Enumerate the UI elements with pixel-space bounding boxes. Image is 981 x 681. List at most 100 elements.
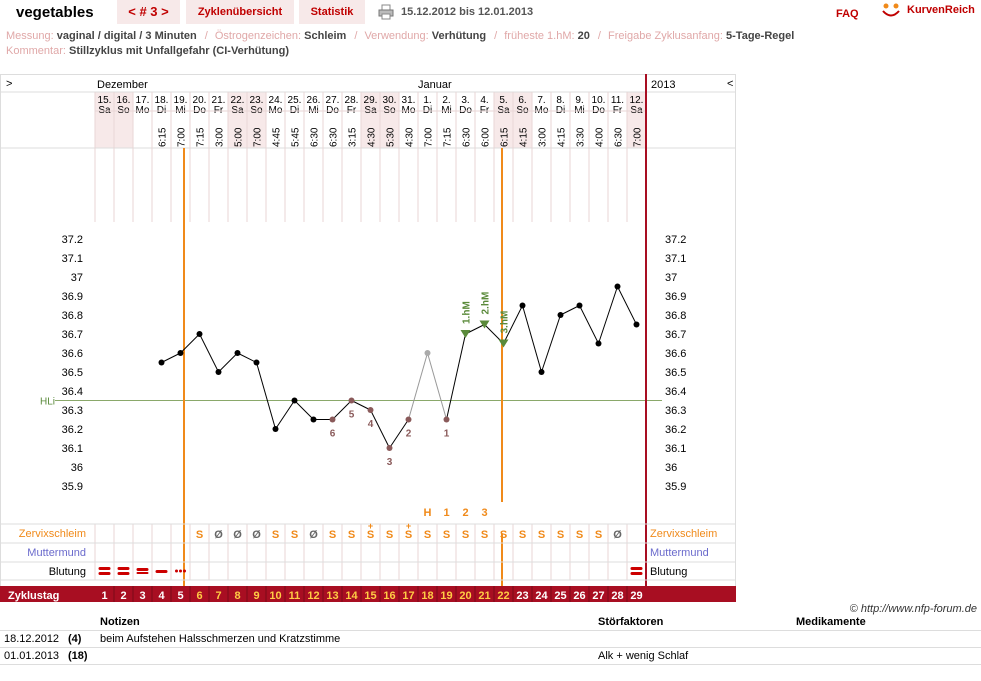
higher-measurement-triangle xyxy=(460,330,471,338)
temp-tick-left: 36.1 xyxy=(62,443,83,455)
cycle-start-label: Freigabe Zyklusanfang: xyxy=(608,30,723,42)
day-date: 2. xyxy=(442,95,450,106)
temp-point xyxy=(538,369,545,375)
temp-tick-left: 37.1 xyxy=(62,253,83,265)
day-date: 3. xyxy=(461,95,469,106)
mucus-symbol: S xyxy=(462,529,469,541)
day-date: 11. xyxy=(611,95,624,106)
day-date: 26. xyxy=(307,95,321,106)
temp-point xyxy=(367,407,374,413)
day-measure-time: 4:45 xyxy=(272,127,283,147)
mucus-symbol: S xyxy=(481,529,488,541)
weekend-shade xyxy=(627,92,646,148)
mucus-symbol: S xyxy=(595,529,602,541)
username: vegetables xyxy=(16,4,94,21)
low-temp-count-label: 1 xyxy=(444,429,450,440)
day-date: 7. xyxy=(537,95,545,106)
row-label-bleeding: Blutung xyxy=(49,566,86,578)
day-measure-time: 6:30 xyxy=(614,127,625,147)
temp-point xyxy=(519,302,526,309)
cycle-day-number: 27 xyxy=(592,590,604,602)
cycle-day-number: 23 xyxy=(516,590,528,602)
weekend-shade xyxy=(114,92,133,148)
mucus-symbol: S xyxy=(424,529,431,541)
temp-tick-left: 36.3 xyxy=(62,405,83,417)
day-date: 23. xyxy=(250,95,264,106)
measurement-label: Messung: xyxy=(6,30,54,42)
notes-header-day xyxy=(64,614,96,631)
temp-tick-left: 36.2 xyxy=(62,424,83,436)
temp-curve-segment xyxy=(579,305,599,344)
cycle-navigator[interactable]: < # 3 > xyxy=(117,0,180,24)
cycle-day-number: 25 xyxy=(554,590,566,602)
day-date: 30. xyxy=(383,95,397,106)
day-date: 6. xyxy=(518,95,526,106)
day-measure-time: 7:00 xyxy=(253,127,264,147)
cycle-day-number: 4 xyxy=(158,590,165,602)
temp-curve-segment xyxy=(275,400,295,430)
day-measure-time: 6:30 xyxy=(329,127,340,147)
higher-measurement-label: 3.hM xyxy=(500,311,511,334)
estrogen-sign-value: Schleim xyxy=(304,30,347,42)
logo-text[interactable]: KurvenReich xyxy=(907,4,975,16)
temp-curve-segment xyxy=(237,352,257,363)
temp-tick-right: 36.7 xyxy=(665,329,686,341)
day-measure-time: 7:00 xyxy=(177,127,188,147)
temp-tick-left: 36.5 xyxy=(62,367,83,379)
mucus-peak-marker: 3 xyxy=(481,507,487,519)
day-measure-time: 3:15 xyxy=(348,127,359,147)
higher-measurement-triangle xyxy=(479,320,490,329)
temp-tick-right: 36.3 xyxy=(665,405,686,417)
mucus-peak-marker: H xyxy=(424,507,432,519)
notes-table: Notizen Störfaktoren Medikamente 18.12.2… xyxy=(0,614,981,665)
print-icon[interactable] xyxy=(378,4,394,20)
temp-curve-segment xyxy=(351,400,371,411)
temp-point xyxy=(177,350,184,356)
cycle-day-number: 6 xyxy=(196,590,202,602)
usage-label: Verwendung: xyxy=(364,30,429,42)
day-date: 15. xyxy=(98,95,112,106)
temp-curve-segment xyxy=(180,333,200,354)
temp-curve-segment xyxy=(617,286,637,325)
cycle-day-number: 12 xyxy=(307,590,319,602)
temp-point xyxy=(196,331,203,337)
higher-measurement-triangle xyxy=(498,339,509,348)
month-label: Dezember xyxy=(97,79,148,91)
mucus-symbol: S xyxy=(443,529,450,541)
temp-tick-left: 36.8 xyxy=(62,310,83,322)
day-measure-time: 7:15 xyxy=(196,127,207,147)
day-measure-time: 3:30 xyxy=(576,127,587,147)
chart-frame xyxy=(0,74,736,602)
day-date: 10. xyxy=(592,95,606,106)
mucus-symbol: S xyxy=(348,529,355,541)
bleeding-light-mark xyxy=(155,570,168,573)
cycle-day-number: 18 xyxy=(421,590,433,602)
day-measure-time: 6:15 xyxy=(158,127,169,147)
temp-tick-right: 36.6 xyxy=(665,348,686,360)
tab-statistics[interactable]: Statistik xyxy=(299,0,365,24)
low-temp-count-label: 4 xyxy=(368,419,374,430)
row-label-cycle-day: Zyklustag xyxy=(8,590,59,602)
cycle-day-number: 7 xyxy=(215,590,221,602)
row-label-mucus: Zervixschleim xyxy=(19,528,86,540)
date-range: 15.12.2012 bis 12.01.2013 xyxy=(401,6,534,18)
bleeding-heavy-mark xyxy=(98,567,111,570)
tab-cycle-overview[interactable]: Zyklenübersicht xyxy=(186,0,294,24)
mucus-symbol: S xyxy=(557,529,564,541)
bleeding-medium-mark xyxy=(136,568,149,571)
temp-curve-segment xyxy=(256,362,276,430)
notes-header-row: Notizen Störfaktoren Medikamente xyxy=(0,614,981,631)
cycle-day-number: 2 xyxy=(120,590,126,602)
cycle-day-number: 8 xyxy=(234,590,240,602)
day-date: 31. xyxy=(402,95,416,106)
note-disturbance xyxy=(594,630,792,648)
cycle-day-number: 15 xyxy=(364,590,376,602)
earliest-hm-value: 20 xyxy=(577,30,590,42)
day-date: 8. xyxy=(556,95,564,106)
day-date: 27. xyxy=(326,95,340,106)
mucus-symbol: S xyxy=(519,529,526,541)
faq-link[interactable]: FAQ xyxy=(836,8,859,20)
temp-curve-segment xyxy=(294,400,314,420)
mucus-symbol: S xyxy=(196,529,203,541)
mucus-peak-marker: 2 xyxy=(462,507,468,519)
